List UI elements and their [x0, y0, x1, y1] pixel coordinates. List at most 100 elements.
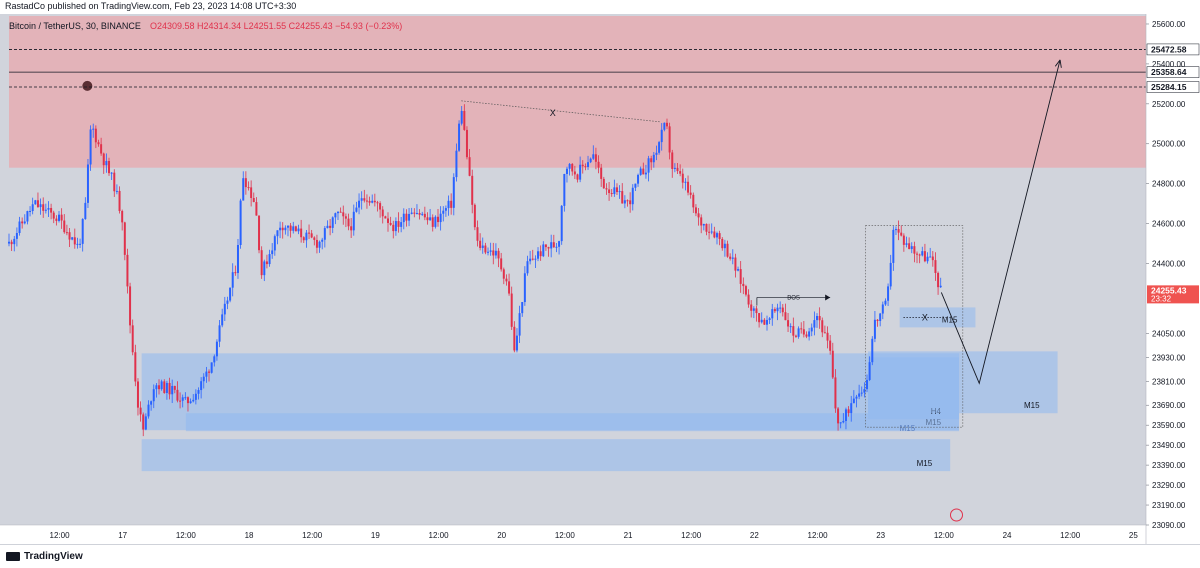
axis-level-tag-2 [1146, 81, 1200, 93]
candle-body [584, 166, 587, 168]
candle-body [818, 315, 821, 321]
candle-body [802, 329, 805, 335]
y-tick-label-1: 25400.00 [1152, 60, 1186, 69]
candle-body [608, 189, 611, 194]
candle-body [737, 269, 740, 271]
candle-body [336, 211, 339, 214]
candle-body [779, 307, 782, 309]
projection-arrow-a [1059, 59, 1062, 68]
candle-body [165, 382, 168, 393]
candle-body [265, 261, 268, 265]
candle-body [634, 183, 637, 188]
candle-body [734, 257, 737, 271]
candle-body [152, 389, 155, 402]
candle-body [476, 227, 479, 241]
candle-body [605, 188, 608, 190]
y-tick-label-5: 24600.00 [1152, 220, 1186, 229]
candle-body [900, 232, 903, 236]
axis-level-label-0: 25472.58 [1151, 44, 1187, 54]
candle-body [489, 250, 492, 252]
candle-body [905, 243, 908, 245]
candle-body [563, 173, 566, 206]
candle-body [708, 231, 711, 233]
candle-body [352, 211, 355, 231]
candle-body [713, 231, 716, 238]
candle-body [837, 408, 840, 424]
demand-zone-3 [185, 413, 960, 432]
candle-body [415, 213, 418, 215]
candle-body [560, 205, 563, 242]
candle-body [115, 190, 118, 192]
candle-body [258, 215, 261, 251]
x-tick-label-15: 24 [1003, 531, 1012, 540]
candle-body [673, 167, 676, 169]
candle-body [663, 122, 666, 130]
axes-layer: 25472.58 25358.64 25284.15 25600.00 25400.00… [0, 14, 1200, 544]
candle-body [913, 246, 916, 254]
candle-body [36, 200, 39, 208]
candle-body [579, 164, 582, 180]
candle-body [547, 247, 550, 249]
candle-body [808, 331, 811, 337]
candle-body [676, 167, 679, 172]
candle-body [600, 167, 603, 179]
candle-body [531, 258, 534, 260]
candle-body [847, 409, 850, 414]
candle-body [387, 218, 389, 223]
candle-body [710, 231, 713, 233]
candle-body [892, 229, 895, 263]
candle-body [142, 414, 145, 430]
candle-body [394, 221, 397, 232]
candle-body [247, 187, 250, 189]
candle-body [621, 191, 624, 204]
candle-body [681, 173, 684, 183]
candle-body [715, 233, 718, 238]
candle-body [42, 204, 45, 211]
x-tick-label-17: 25 [1129, 531, 1138, 540]
candle-body [926, 256, 929, 262]
candle-body [555, 246, 558, 248]
candle-body [218, 325, 221, 342]
demand-zone-2 [141, 439, 951, 472]
candle-body [47, 207, 50, 210]
y-tick-label-7: 24050.00 [1152, 329, 1186, 338]
x-tick-label-0: 12:00 [50, 531, 71, 540]
candle-body [644, 172, 647, 175]
candle-body [155, 385, 158, 390]
tradingview-logo[interactable]: TradingView [6, 551, 83, 562]
candle-body [515, 335, 518, 351]
published-info: RastadCo published on TradingView.com, F… [5, 1, 297, 11]
last-price-tag [1147, 285, 1199, 304]
candle-body [742, 283, 745, 287]
candle-body [55, 218, 58, 221]
candle-body [84, 202, 87, 220]
candle-body [852, 398, 855, 404]
candle-body [71, 237, 74, 240]
candle-body [273, 236, 276, 251]
candle-body [171, 385, 174, 395]
candle-body [784, 312, 787, 321]
candle-body [702, 223, 705, 226]
candle-body [281, 227, 284, 231]
candle-body [721, 238, 724, 249]
candle-body [565, 168, 568, 174]
candle-body [134, 352, 137, 382]
candle-body [766, 319, 768, 325]
x-tick-label-5: 19 [371, 531, 380, 540]
x-tick-label-13: 23 [876, 531, 885, 540]
candle-body [321, 239, 324, 242]
candle-body [679, 171, 682, 174]
candle-body [8, 241, 10, 244]
candle-body [871, 338, 874, 363]
lightning-icon [950, 508, 963, 522]
candle-body [263, 261, 266, 276]
candle-body [426, 217, 429, 221]
candle-body [568, 163, 571, 169]
candle-body [697, 213, 700, 218]
candle-body [123, 222, 126, 255]
candle-body [487, 251, 490, 253]
candle-body [508, 281, 511, 294]
